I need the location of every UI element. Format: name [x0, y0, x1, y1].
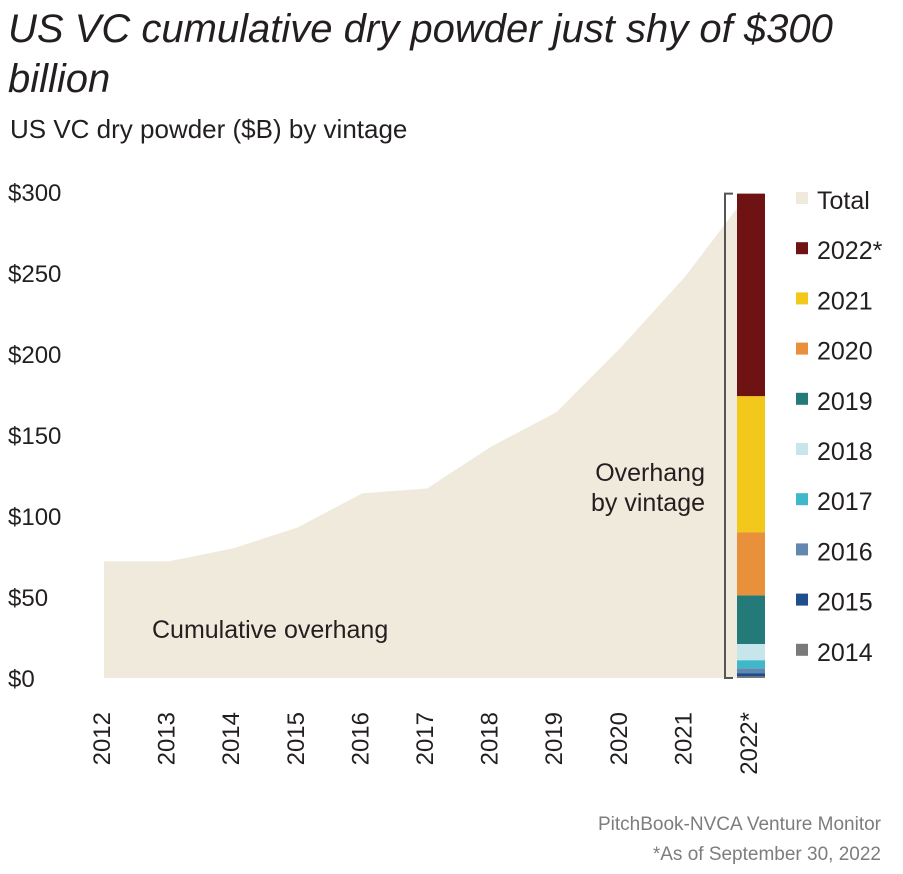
legend-swatch: [796, 342, 808, 355]
bar-segment-2020: [737, 532, 765, 596]
x-tick-label: 2013: [154, 712, 181, 765]
legend-swatch: [796, 543, 808, 556]
bar-segment-2016: [737, 668, 765, 674]
legend-label: 2015: [817, 589, 873, 617]
source-line: PitchBook-NVCA Venture Monitor: [597, 814, 881, 835]
legend-label: 2022*: [817, 237, 883, 265]
x-tick-label: 2021: [670, 712, 697, 765]
legend-swatch: [796, 493, 808, 506]
bar-segment-2022: [737, 193, 765, 397]
bar-segment-2021: [737, 396, 765, 533]
legend-swatch: [796, 593, 808, 606]
legend-swatch: [796, 242, 808, 255]
legend-label: 2020: [817, 338, 873, 366]
y-tick-label: $250: [8, 261, 61, 288]
legend-label: 2018: [817, 438, 873, 466]
bar-label-line1: Overhang: [595, 459, 705, 487]
cumulative-overhang-area: [104, 208, 737, 678]
legend-label: Total: [817, 187, 870, 215]
footnote-line: *As of September 30, 2022: [652, 844, 881, 865]
legend-label: 2014: [817, 639, 873, 667]
bar-label-line2: by vintage: [591, 489, 705, 517]
x-tick-label: 2020: [606, 712, 633, 765]
area-label: Cumulative overhang: [152, 616, 388, 644]
legend-label: 2019: [817, 388, 873, 416]
y-axis: $0 $50 $100 $150 $200 $250 $300: [8, 180, 61, 693]
overhang-bracket: [724, 192, 733, 679]
legend-label: 2021: [817, 287, 873, 315]
legend-swatch: [796, 192, 808, 204]
y-tick-label: $0: [8, 666, 35, 693]
y-tick-label: $100: [8, 504, 61, 531]
x-tick-label: 2012: [89, 712, 116, 765]
bar-segment-2018: [737, 643, 765, 661]
x-tick-label: 2014: [218, 712, 245, 765]
x-tick-label: 2016: [347, 712, 374, 765]
legend: Total 2022* 2021 2020 2019 2018 2017 2016 2015 20…: [796, 187, 883, 667]
x-tick-label: 2018: [477, 712, 504, 765]
legend-swatch: [796, 392, 808, 405]
y-tick-label: $300: [8, 180, 61, 207]
legend-label: 2017: [817, 488, 873, 516]
source-note: PitchBook-NVCA Venture Monitor *As of Se…: [598, 810, 881, 870]
x-axis: 2012 2013 2014 2015 2016 2017 2018 2019 2020 2021…: [89, 712, 763, 775]
bar-segment-2017: [737, 660, 765, 669]
x-tick-label: 2022*: [736, 712, 763, 775]
bar-segment-2015: [737, 673, 765, 677]
legend-swatch: [796, 643, 808, 656]
bar-segment-2019: [737, 595, 765, 644]
chart-subtitle: US VC dry powder ($B) by vintage: [10, 114, 408, 144]
x-tick-label: 2017: [412, 712, 439, 765]
x-tick-label: 2015: [283, 712, 310, 765]
legend-swatch: [796, 443, 808, 455]
y-tick-label: $50: [8, 585, 48, 612]
y-tick-label: $150: [8, 423, 61, 450]
legend-label: 2016: [817, 538, 873, 566]
vintage-stacked-bar: [737, 193, 765, 678]
chart-title: US VC cumulative dry powder just shy of …: [8, 7, 833, 101]
bar-segment-2014: [737, 676, 765, 678]
legend-swatch: [796, 292, 808, 305]
x-tick-label: 2019: [541, 712, 568, 765]
bracket-line: [724, 192, 733, 679]
y-tick-label: $200: [8, 342, 61, 369]
area-total: [104, 208, 737, 678]
